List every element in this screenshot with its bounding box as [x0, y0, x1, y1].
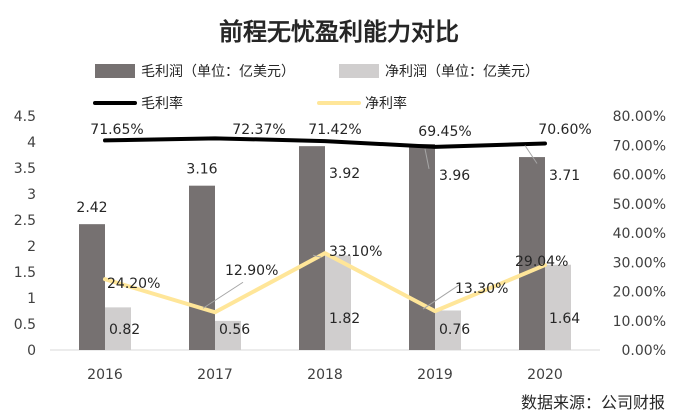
net-margin-label-2020: 29.04% [515, 254, 568, 270]
right-axis-tick-7: 70.00% [613, 138, 666, 154]
right-axis-tick-0: 0.00% [622, 343, 666, 359]
left-axis-tick-5: 2.5 [14, 213, 36, 229]
callout-leader-4 [524, 145, 538, 164]
net-profit-bar-2016 [105, 307, 131, 350]
left-axis-tick-1: 0.5 [14, 317, 36, 333]
gross-profit-label-2017: 3.16 [186, 162, 217, 178]
left-axis-tick-8: 4 [27, 135, 36, 151]
gross-margin-label-2019: 69.45% [418, 124, 471, 140]
legend: 毛利润（单位：亿美元） 净利润（单位：亿美元） 毛利率 净利率 [93, 64, 539, 112]
right-axis-tick-1: 10.00% [613, 314, 666, 330]
callout-leader-0 [202, 281, 244, 309]
net-profit-label-2018: 1.82 [329, 311, 360, 327]
legend-label-gross-margin: 毛利率 [141, 95, 183, 112]
gross-profit-label-2020: 3.71 [549, 168, 580, 184]
left-axis-tick-2: 1 [27, 291, 36, 307]
gross-profit-bar-2020 [519, 157, 545, 350]
net-margin-label-2019: 13.30% [455, 281, 508, 297]
net-profit-label-2016: 0.82 [109, 322, 140, 338]
legend-label-net-margin: 净利率 [365, 95, 407, 112]
callout-leader-2 [422, 284, 460, 310]
net-margin-label-2018: 33.10% [329, 244, 382, 260]
gross-margin-label-2016: 71.65% [90, 122, 143, 138]
net-profit-label-2020: 1.64 [549, 311, 580, 327]
net-profit-label-2019: 0.76 [439, 322, 470, 338]
net-margin-line [103, 251, 547, 315]
right-axis-tick-2: 20.00% [613, 285, 666, 301]
data-source-note: 数据来源：公司财报 [521, 393, 665, 412]
right-axis-tick-5: 50.00% [613, 197, 666, 213]
callout-leader-1 [312, 254, 322, 258]
right-axis-tick-8: 80.00% [613, 109, 666, 125]
gross-profit-bar-2019 [409, 144, 435, 350]
legend-label-net-profit: 净利润（单位：亿美元） [385, 64, 539, 80]
gross-profit-bar-2017 [189, 185, 215, 350]
net-margin-label-2017: 12.90% [225, 263, 278, 279]
net-profit-bar-2019 [435, 310, 461, 350]
net-profit-bar-2020 [545, 264, 571, 350]
gross-profit-label-2016: 2.42 [76, 200, 107, 216]
callout-leader-3 [424, 148, 430, 169]
left-axis-tick-9: 4.5 [14, 109, 36, 125]
x-axis-label-2016: 2016 [87, 367, 123, 383]
gross-profit-label-2019: 3.96 [439, 168, 470, 184]
plot-area: 0 0.5 1 1.5 2 2.5 3 3.5 4 4.5 0.00% 10.00% 20.00% 30.… [14, 109, 666, 383]
gross-margin-label-2020: 70.60% [538, 122, 591, 138]
legend-swatch-net-profit [339, 64, 379, 78]
gross-margin-label-2018: 71.42% [308, 122, 361, 138]
x-axis-label-2020: 2020 [527, 367, 563, 383]
left-axis-tick-6: 3 [27, 187, 36, 203]
right-axis-tick-6: 60.00% [613, 168, 666, 184]
net-profit-bar-2018 [325, 255, 351, 350]
left-axis-tick-4: 2 [27, 239, 36, 255]
gross-margin-line [103, 136, 547, 149]
x-axis-label-2019: 2019 [417, 367, 453, 383]
legend-swatch-gross-profit [95, 64, 135, 78]
gross-profit-bar-2016 [79, 224, 105, 350]
net-margin-label-2016: 24.20% [107, 276, 160, 292]
gross-profit-bar-2018 [299, 146, 325, 350]
right-axis-tick-3: 30.00% [613, 255, 666, 271]
left-axis-tick-3: 1.5 [14, 265, 36, 281]
gross-margin-label-2017: 72.37% [232, 122, 285, 138]
left-axis-tick-0: 0 [27, 343, 36, 359]
right-axis-tick-4: 40.00% [613, 226, 666, 242]
chart-title: 前程无忧盈利能力对比 [219, 17, 459, 46]
gross-profit-label-2018: 3.92 [329, 166, 360, 182]
x-axis-label-2018: 2018 [307, 367, 343, 383]
net-profit-label-2017: 0.56 [219, 322, 250, 338]
net-profit-bar-2017 [215, 320, 241, 350]
left-axis-tick-7: 3.5 [14, 161, 36, 177]
x-axis-label-2017: 2017 [197, 367, 233, 383]
legend-label-gross-profit: 毛利润（单位：亿美元） [141, 64, 295, 80]
